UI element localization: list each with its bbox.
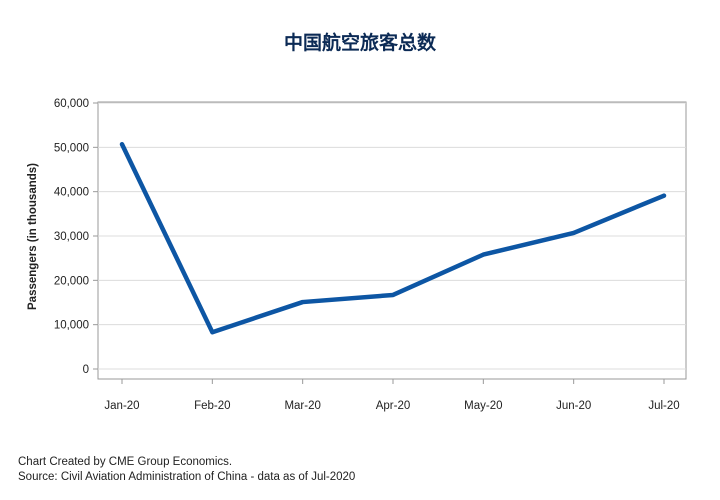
data-point <box>481 252 486 257</box>
x-tick-label: Jul-20 <box>648 400 679 412</box>
x-tick-label: May-20 <box>464 400 502 412</box>
data-point <box>210 330 215 335</box>
data-point <box>571 230 576 235</box>
x-tick-label: Jun-20 <box>556 400 591 412</box>
chart-title: 中国航空旅客总数 <box>283 32 436 54</box>
y-tick-label: 20,000 <box>54 275 89 287</box>
y-tick-label: 30,000 <box>54 231 89 243</box>
data-point <box>120 142 124 147</box>
x-tick-label: Mar-20 <box>284 400 320 412</box>
series-line <box>119 141 667 335</box>
data-point <box>300 300 305 305</box>
data-point <box>662 193 666 198</box>
footer-source: Source: Civil Aviation Administration of… <box>18 471 356 483</box>
footer-credit: Chart Created by CME Group Economics. <box>18 456 233 468</box>
y-tick-label: 0 <box>83 364 89 376</box>
y-tick-label: 10,000 <box>54 320 89 332</box>
x-tick-label: Jan-20 <box>104 400 139 412</box>
data-point <box>391 292 395 297</box>
y-tick-label: 50,000 <box>54 142 89 154</box>
y-axis-label: Passengers (in thousands) <box>27 163 39 310</box>
y-tick-label: 40,000 <box>54 187 89 199</box>
x-tick-label: Apr-20 <box>376 400 411 412</box>
plot-frame <box>97 101 687 380</box>
y-tick-label: 60,000 <box>54 98 89 110</box>
x-tick-label: Feb-20 <box>194 400 230 412</box>
